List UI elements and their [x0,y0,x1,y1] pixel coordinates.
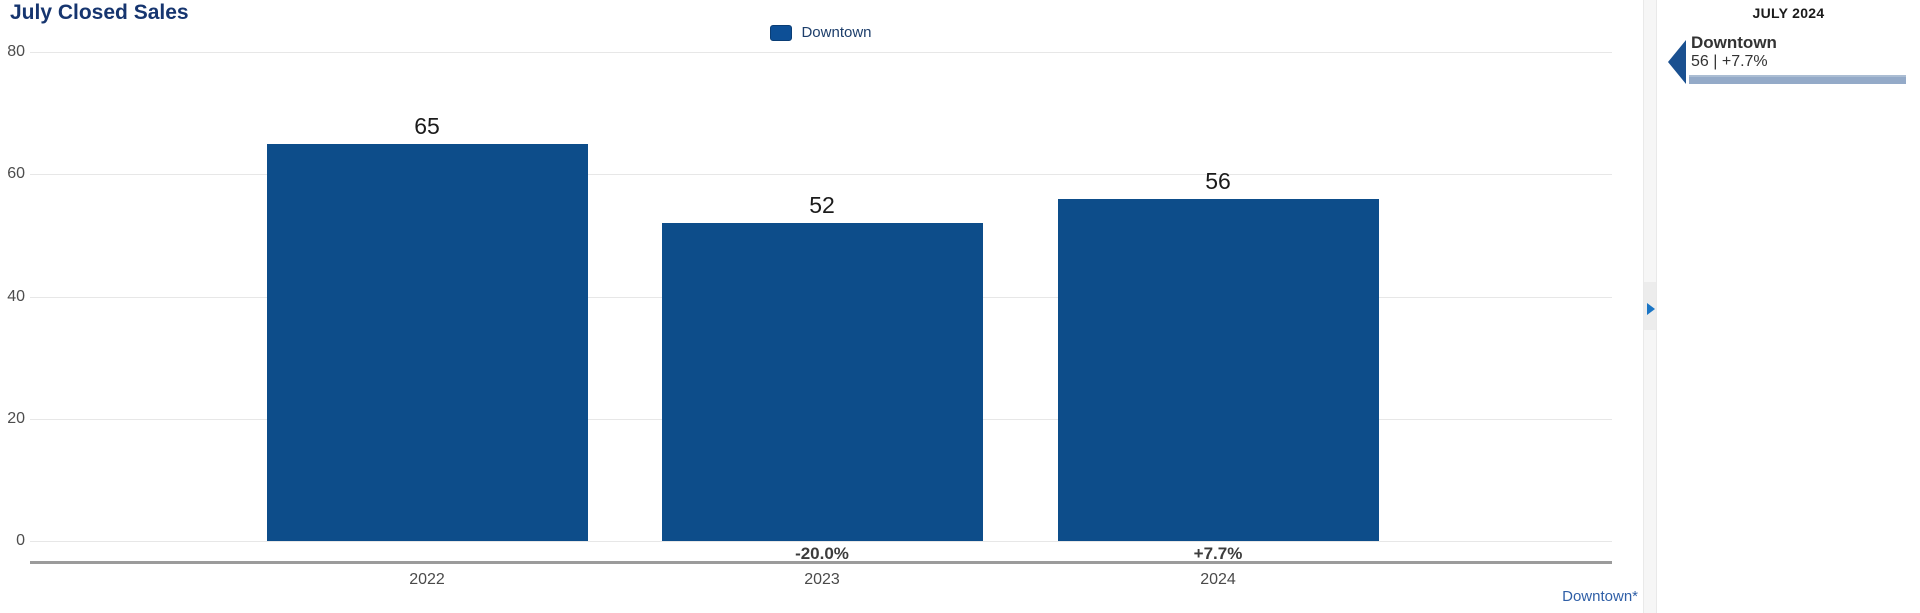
y-axis-tick-label: 80 [7,43,25,60]
gridline [30,52,1612,53]
bar-2023[interactable] [661,223,983,541]
chart-title: July Closed Sales [10,1,189,24]
bar-2022[interactable] [266,144,588,541]
indicator-series-name: Downtown [1691,33,1777,52]
footnote-series-link[interactable]: Downtown* [1562,588,1638,605]
legend-label: Downtown [801,24,872,41]
x-axis-tick-label: 2024 [1200,571,1236,588]
y-axis-tick-label: 40 [7,288,25,305]
panel-splitter-scrollbar[interactable] [1643,0,1657,613]
bar-value-label: 52 [809,192,835,218]
legend-swatch [770,25,793,41]
bar-value-label: 65 [414,113,440,139]
y-axis-tick-label: 60 [7,165,25,182]
y-axis-tick-label: 20 [7,410,25,427]
gridline [30,541,1612,542]
summary-sidebar: JULY 2024 Downtown 56 | +7.7% [1657,0,1920,613]
indicator-progress-bar [1689,75,1906,84]
gridline [30,174,1612,175]
bar-chart-plot: 80 60 40 20 0 65 2022 52 -20.0% 2023 56 +7.7% 2024 [7,43,1612,588]
bar-change-label: +7.7% [1193,544,1243,563]
x-axis-tick-label: 2023 [804,571,840,588]
legend: Downtown [30,24,1612,42]
y-axis-tick-label: 0 [16,532,25,549]
x-axis-tick-label: 2022 [409,571,445,588]
indicator-value-line: 56 | +7.7% [1691,53,1768,70]
bar-value-label: 56 [1205,168,1231,194]
x-axis-line [30,561,1612,564]
legend-item-downtown[interactable]: Downtown [770,24,872,42]
expand-panel-arrow-icon[interactable] [1647,303,1655,315]
indicator-arrow-icon [1668,40,1686,84]
sidebar-month-header: JULY 2024 [1752,5,1825,21]
bar-change-label: -20.0% [795,544,849,563]
bar-2024[interactable] [1057,199,1379,541]
